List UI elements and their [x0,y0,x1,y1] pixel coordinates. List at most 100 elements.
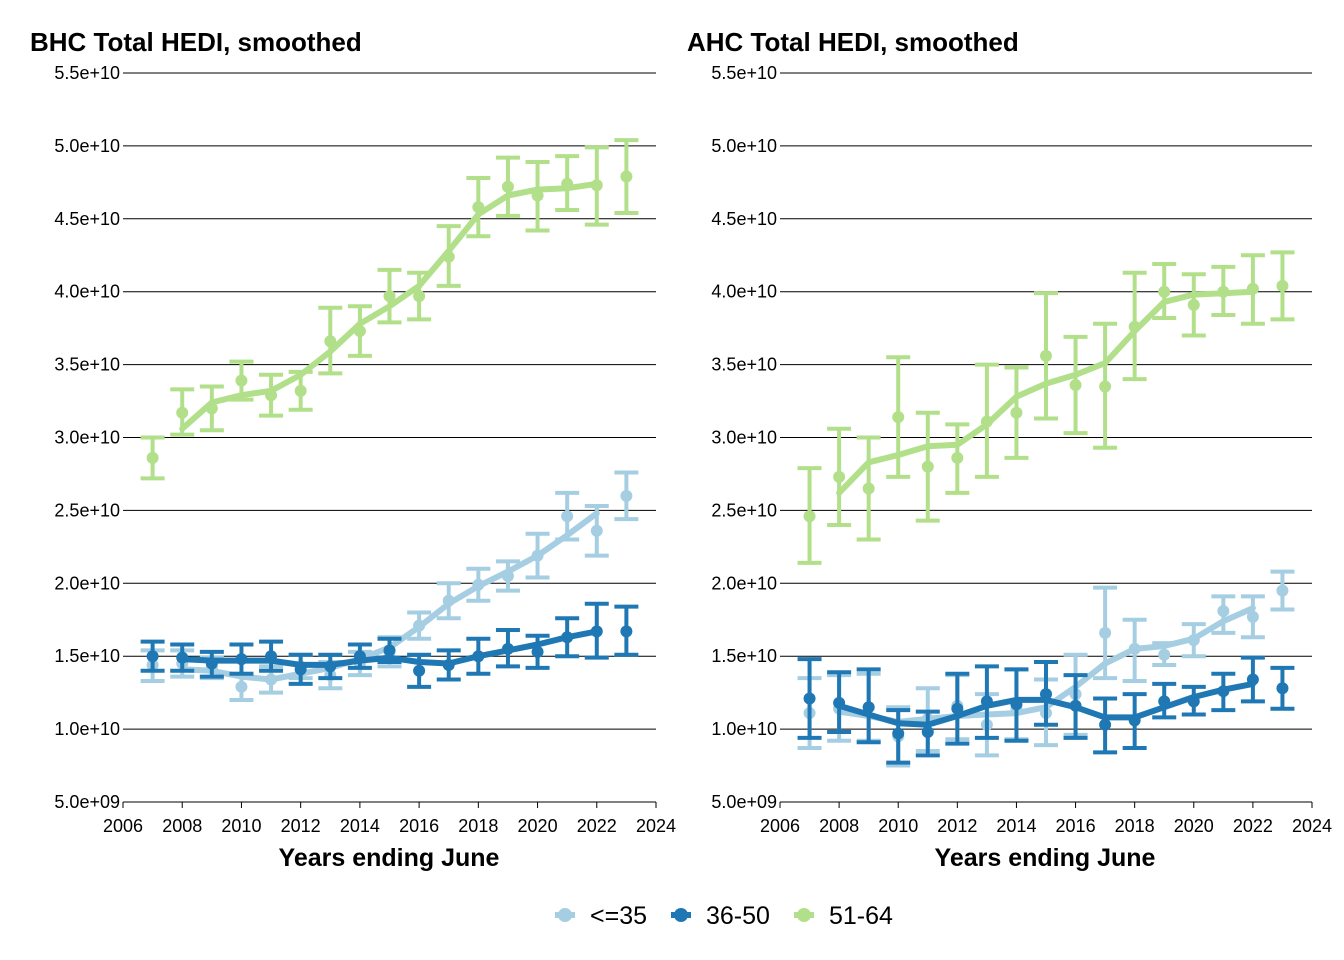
ahc-panel: AHC Total HEDI, smoothed 5.0e+09 1.0e+10 1… [687,27,1332,872]
data-point [1010,406,1023,419]
y-tick-label: 2.5e+10 [54,500,120,520]
data-point [561,510,574,523]
series-36-50 [140,601,639,689]
data-point [921,726,934,739]
data-point [1187,634,1200,647]
data-point [353,650,366,663]
x-axis-label: Years ending June [935,844,1156,872]
data-point [1246,673,1259,686]
data-point [1010,698,1023,711]
legend-item: <=35 [555,902,647,930]
x-tick-label: 2006 [103,816,143,836]
x-tick-label: 2022 [1233,816,1273,836]
data-point [1099,718,1112,731]
y-tick-label: 3.0e+10 [54,428,120,448]
y-tick-label: 5.0e+09 [54,792,120,812]
data-point [803,692,816,705]
y-tick-label: 3.5e+10 [54,355,120,375]
data-point [294,384,307,397]
data-point [353,325,366,338]
data-point [235,653,248,666]
y-tick-label: 5.0e+10 [54,136,120,156]
data-point [1128,642,1141,655]
data-point [951,702,964,715]
data-point [1276,279,1289,292]
data-point [383,644,396,657]
legend-swatch-point [558,908,572,922]
smoothed-line [179,628,600,668]
x-tick-label: 2014 [340,816,380,836]
data-point [833,470,846,483]
y-tick-label: 5.5e+10 [54,63,120,83]
data-point [620,625,633,638]
data-point [1217,605,1230,618]
x-tick-label: 2018 [1115,816,1155,836]
y-tick-label: 5.0e+09 [711,792,777,812]
data-point [146,650,159,663]
data-point [383,290,396,303]
data-point [1246,610,1259,623]
data-point [1187,298,1200,311]
legend-label: <=35 [590,902,647,930]
data-point [1128,714,1141,727]
data-point [1040,688,1052,701]
data-point [1158,285,1171,298]
data-point [892,727,905,740]
y-tick-label: 1.5e+10 [711,646,777,666]
data-point [265,389,278,402]
y-tick-label: 4.5e+10 [711,209,777,229]
y-tick-label: 1.5e+10 [54,646,120,666]
smoothed-line [179,180,600,432]
data-point [472,201,485,214]
data-point [442,250,455,263]
legend-item: 36-50 [671,902,770,930]
data-point [1276,584,1289,597]
x-tick-label: 2008 [819,816,859,836]
data-point [862,482,875,495]
series-51-64 [140,138,639,481]
y-tick-label: 2.0e+10 [54,573,120,593]
legend-swatch-point [797,908,811,922]
x-tick-label: 2024 [636,816,676,836]
data-point [205,657,218,670]
data-point [980,695,993,708]
data-point [324,335,337,348]
y-tick-label: 1.0e+10 [711,719,777,739]
bhc-panel: BHC Total HEDI, smoothed 5.0e+09 1.0e+10 1… [30,27,676,872]
legend-label: 36-50 [706,902,770,930]
y-tick-label: 3.5e+10 [711,355,777,375]
y-tick-label: 5.5e+10 [711,63,777,83]
data-point [1158,648,1171,661]
chart-title: AHC Total HEDI, smoothed [687,27,1019,57]
data-point [235,374,248,387]
y-tick-label: 3.0e+10 [711,428,777,448]
data-point [413,290,426,303]
data-point [590,524,603,537]
data-point [1128,320,1141,333]
data-point [531,549,544,562]
x-tick-label: 2016 [399,816,439,836]
y-tick-label: 2.5e+10 [711,500,777,520]
data-point [265,673,278,686]
x-tick-label: 2018 [458,816,498,836]
data-point [1246,282,1259,295]
data-point [1040,349,1052,362]
data-point [561,631,574,644]
data-point [472,650,485,663]
data-point [1099,626,1112,639]
x-tick-label: 2012 [281,816,321,836]
y-tick-label: 4.5e+10 [54,209,120,229]
x-tick-label: 2022 [577,816,617,836]
smoothed-line [836,288,1256,496]
data-point [146,451,159,464]
data-point [921,460,934,473]
data-point [501,180,514,193]
x-tick-label: 2012 [937,816,977,836]
data-point [294,663,307,676]
data-point [531,645,544,658]
data-point [324,660,337,673]
data-point [980,415,993,428]
data-point [1217,285,1230,298]
